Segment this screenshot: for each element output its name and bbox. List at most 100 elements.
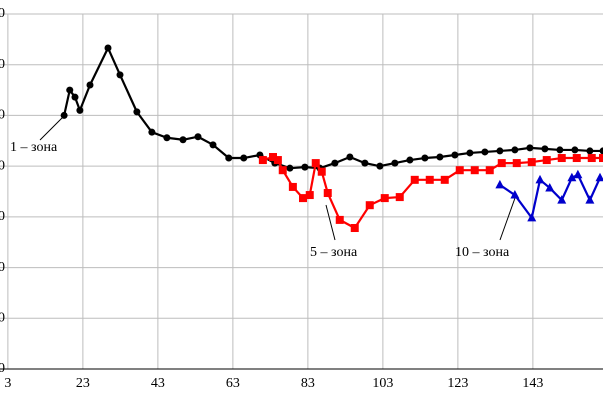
- point: [599, 154, 603, 163]
- point: [278, 166, 287, 175]
- point: [526, 144, 534, 152]
- point: [380, 194, 389, 203]
- point: [66, 86, 74, 94]
- point: [86, 81, 94, 89]
- point: [148, 128, 156, 136]
- point: [466, 149, 474, 157]
- point: [133, 108, 141, 116]
- point: [451, 151, 459, 159]
- point: [573, 169, 583, 179]
- point: [511, 146, 519, 154]
- leader-line: [39, 115, 65, 141]
- point: [510, 190, 520, 199]
- point: [410, 175, 419, 184]
- point: [587, 154, 596, 163]
- point: [179, 136, 187, 144]
- point: [586, 147, 594, 155]
- point: [116, 71, 124, 79]
- point: [225, 154, 233, 162]
- point: [585, 195, 595, 204]
- annotation: 10 – зона: [455, 245, 510, 260]
- point: [481, 148, 489, 156]
- point: [470, 166, 479, 175]
- point: [350, 224, 359, 233]
- point: [599, 147, 603, 155]
- point: [571, 146, 579, 154]
- point: [512, 159, 521, 168]
- point: [541, 145, 549, 153]
- point: [406, 156, 414, 164]
- point: [556, 146, 564, 154]
- leader-line: [499, 197, 516, 241]
- point: [421, 154, 429, 162]
- y-tick-label: 0: [0, 158, 5, 173]
- point: [317, 167, 326, 176]
- point: [76, 106, 84, 114]
- series-line: [262, 155, 603, 230]
- point: [301, 163, 309, 171]
- point: [269, 153, 277, 162]
- point: [194, 133, 202, 141]
- point: [527, 212, 537, 222]
- leader-line: [325, 204, 336, 241]
- point: [567, 172, 577, 182]
- point: [323, 189, 332, 198]
- point: [311, 159, 320, 168]
- point: [527, 158, 536, 167]
- point: [376, 162, 384, 170]
- point: [163, 134, 171, 142]
- point: [425, 175, 434, 184]
- point: [60, 111, 68, 119]
- y-tick-label: 0: [0, 209, 5, 224]
- point: [455, 166, 464, 175]
- point: [361, 159, 369, 167]
- point: [535, 174, 545, 184]
- point: [305, 191, 314, 200]
- x-tick-label: 43: [151, 376, 165, 391]
- point: [485, 166, 494, 175]
- x-tick-label: 143: [522, 376, 543, 391]
- point: [331, 159, 339, 167]
- point: [258, 156, 267, 165]
- point: [395, 193, 404, 202]
- point: [365, 201, 374, 210]
- point: [595, 172, 603, 182]
- y-tick-label: 0: [0, 108, 5, 123]
- x-tick-label: 123: [447, 376, 468, 391]
- series-line: [63, 46, 603, 170]
- point: [497, 159, 506, 168]
- point: [495, 179, 505, 189]
- point: [496, 147, 504, 155]
- y-tick-label: 0: [0, 6, 5, 21]
- point: [71, 93, 79, 101]
- annotation: 5 – зона: [310, 245, 358, 260]
- point: [335, 215, 344, 224]
- y-tick-label: 0: [0, 311, 5, 326]
- point: [286, 164, 294, 172]
- point: [545, 182, 555, 192]
- y-tick-label: 0: [0, 260, 5, 275]
- point: [104, 44, 112, 52]
- point: [542, 156, 551, 165]
- point: [391, 159, 399, 167]
- point: [299, 194, 307, 203]
- point: [572, 154, 581, 163]
- x-tick-label: 83: [301, 376, 315, 391]
- series-line: [499, 173, 602, 219]
- y-tick-label: 0: [0, 57, 5, 72]
- x-tick-label: 3: [4, 376, 11, 391]
- x-tick-label: 63: [226, 376, 240, 391]
- annotation: 1 – зона: [10, 140, 58, 155]
- point: [273, 156, 282, 165]
- x-tick-label: 23: [76, 376, 90, 391]
- point: [557, 195, 567, 204]
- point: [240, 154, 248, 162]
- point: [346, 153, 354, 161]
- point: [440, 175, 449, 184]
- point: [557, 154, 566, 163]
- point: [288, 182, 297, 191]
- point: [436, 153, 444, 161]
- point: [209, 141, 217, 149]
- x-tick-label: 103: [372, 376, 393, 391]
